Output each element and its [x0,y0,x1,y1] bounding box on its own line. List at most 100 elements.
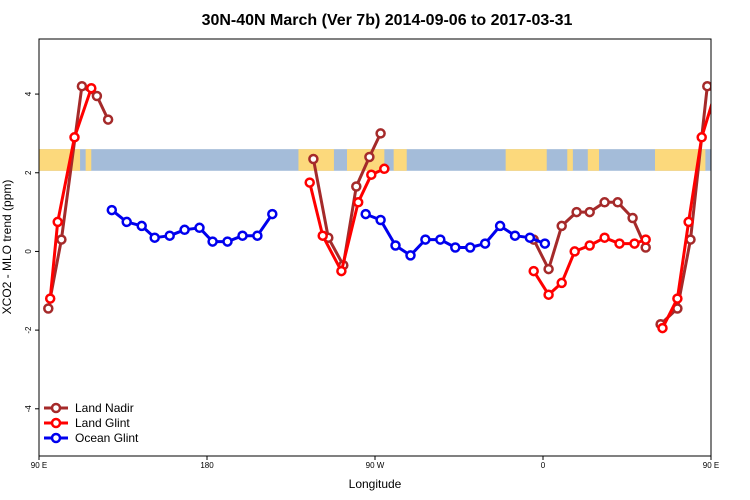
legend-item-land-nadir: Land Nadir [44,401,134,415]
x-tick-label: 90 W [366,461,385,470]
ocean-glint-point [509,230,521,241]
legend-swatch-marker [50,402,62,414]
land-nadir-point [43,303,54,314]
ocean-glint-point [524,232,536,243]
land-glint-point [317,230,328,241]
land-nadir-point [571,206,582,218]
land-nadir-point [375,128,386,139]
ocean-glint-point [420,234,431,245]
ocean-glint-point [121,216,132,228]
land-glint-point [44,293,56,304]
land-nadir-line [659,84,711,326]
land-glint-point [304,177,315,188]
ocean-glint-point [390,240,401,251]
land-glint-point [52,216,63,228]
land-glint-point [543,289,554,300]
ocean-glint-point [494,220,506,232]
land-nadir-line [46,84,110,309]
land-glint-point [569,246,580,257]
series-land-nadir [43,80,737,330]
chart-title: 30N-40N March (Ver 7b) 2014-09-06 to 201… [202,12,573,29]
ocean-glint-point [106,204,118,216]
ocean-glint-point [360,208,371,220]
x-tick-label: 0 [541,461,546,470]
land-nadir-point [702,80,711,92]
land-glint-point [683,216,694,228]
ocean-glint-point [194,222,205,234]
land-nadir-point [556,220,567,232]
ocean-glint-point [267,208,278,220]
land-patch [567,149,573,171]
land-patch [505,149,547,171]
land-nadir-point [308,153,319,165]
land-patch [393,149,407,171]
plot-frame [38,38,712,457]
land-glint-point [584,240,595,251]
land-nadir-point [76,80,88,92]
y-tick-label: -4 [24,405,33,413]
land-nadir-point [351,181,362,192]
land-nadir-point [56,234,67,245]
legend-swatch-marker [50,432,62,444]
ocean-glint-point [149,232,160,243]
ocean-glint-point [435,234,446,245]
y-axis: -4 -2 0 2 4 [24,91,39,412]
land-glint-point [640,234,651,245]
ocean-glint-point [207,236,218,247]
ocean-glint-point [179,224,190,236]
legend-label: Ocean Glint [75,431,139,445]
land-nadir-point [627,212,638,224]
land-glint-point [614,238,625,249]
land-glint-line [308,167,385,273]
land-glint-point [657,322,668,334]
series-layer [43,80,750,334]
land-patch [655,149,706,171]
ocean-glint-point [252,230,263,241]
ocean-glint-line [110,208,274,244]
y-tick-label: 0 [24,249,33,254]
y-tick-label: 4 [24,91,33,96]
land-patch [85,149,92,171]
x-tick-label: 90 E [31,461,47,470]
land-nadir-point [599,197,610,208]
land-nadir-point [91,90,103,102]
ocean-glint-point [464,242,476,253]
land-patch [733,149,739,171]
ocean-glint-point [237,230,248,241]
land-glint-point [629,238,640,249]
land-glint-line [48,87,93,299]
x-tick-label: 180 [200,461,214,470]
legend-label: Land Nadir [75,401,134,415]
x-axis: 90 E 180 90 W 0 90 E [31,456,719,470]
land-glint-point [713,84,721,92]
land-glint-point [696,132,707,143]
land-glint-point [379,163,390,175]
land-nadir-point [543,263,554,275]
y-axis-label: XCO2 - MLO trend (ppm) [0,180,14,315]
land-glint-point [352,197,364,208]
x-tick-label: 90 E [703,461,719,470]
ocean-glint-point [539,238,551,249]
ocean-glint-line [741,210,750,238]
land-glint-point [366,169,377,180]
legend-item-ocean-glint: Ocean Glint [44,431,139,445]
series-ocean-glint [106,204,750,261]
land-patch [587,149,599,171]
ocean-glint-point [222,236,233,247]
ocean-glint-point [375,214,386,226]
y-tick-label: 2 [24,170,33,175]
legend-label: Land Glint [75,416,130,430]
legend-item-land-glint: Land Glint [44,416,130,430]
ocean-glint-point [737,206,745,214]
y-tick-label: -2 [24,326,33,334]
ocean-glint-point [479,238,491,249]
ocean-glint-point [405,250,416,261]
land-nadir-point [729,116,737,124]
land-glint-point [672,293,683,304]
land-glint-line [661,101,711,329]
land-nadir-point [584,206,595,218]
ocean-glint-point [450,242,461,253]
land-patch [713,149,722,171]
land-glint-point [556,277,567,289]
